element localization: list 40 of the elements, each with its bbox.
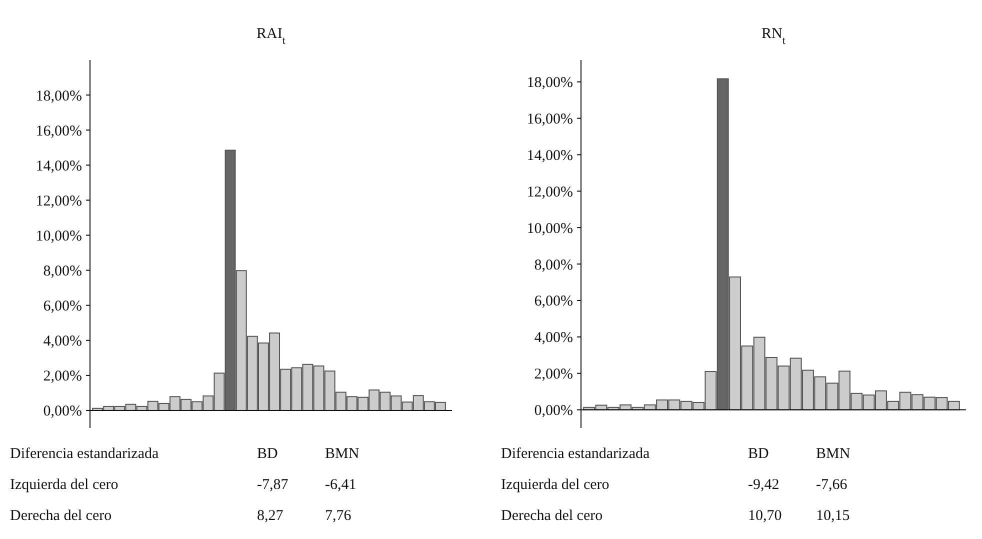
- y-tick-label: 10,00%: [526, 220, 573, 237]
- text: Derecha del cero: [501, 508, 603, 524]
- y-tick-label: 4,00%: [43, 334, 82, 350]
- y-tick-label: 2,00%: [534, 366, 573, 383]
- text: BMN: [816, 446, 850, 462]
- y-tick-label: 0,00%: [43, 404, 82, 420]
- y-tick-label: 14,00%: [36, 158, 82, 174]
- text: BD: [257, 446, 278, 462]
- text: BD: [748, 446, 770, 462]
- text: -7,87: [257, 477, 289, 493]
- chart-title: RAI$_{t}$: [256, 26, 286, 47]
- chart-title: RN$_{t}$: [762, 26, 786, 47]
- text: -7,66: [816, 477, 848, 493]
- y-tick-label: 14,00%: [526, 148, 573, 164]
- text: 8,27: [257, 508, 284, 524]
- y-tick-label: 12,00%: [36, 193, 82, 210]
- y-tick-label: 16,00%: [526, 112, 573, 128]
- y-tick-label: 10,00%: [36, 228, 82, 244]
- y-tick-label: 18,00%: [36, 88, 82, 104]
- text: 10,15: [816, 508, 850, 524]
- y-tick-label: 16,00%: [36, 123, 82, 140]
- y-tick-label: 4,00%: [534, 330, 573, 346]
- y-tick-label: 6,00%: [534, 294, 573, 310]
- text: Diferencia estandarizada: [501, 446, 650, 462]
- text: 7,76: [325, 508, 352, 524]
- y-tick-label: 8,00%: [534, 257, 573, 274]
- y-tick-label: 0,00%: [534, 403, 573, 420]
- text: -9,42: [748, 477, 780, 493]
- text: Diferencia estandarizada: [10, 446, 159, 462]
- text: 10,70: [748, 508, 782, 524]
- y-tick-label: 6,00%: [43, 298, 82, 315]
- text: BMN: [325, 446, 360, 462]
- y-tick-label: 12,00%: [526, 184, 573, 200]
- y-tick-label: 18,00%: [526, 75, 573, 92]
- text: Derecha del cero: [10, 508, 112, 524]
- y-tick-label: 8,00%: [43, 264, 82, 280]
- text: Izquierda del cero: [10, 477, 118, 493]
- text: -6,41: [325, 477, 356, 493]
- text: Izquierda del cero: [501, 477, 610, 493]
- y-tick-label: 2,00%: [43, 368, 82, 385]
